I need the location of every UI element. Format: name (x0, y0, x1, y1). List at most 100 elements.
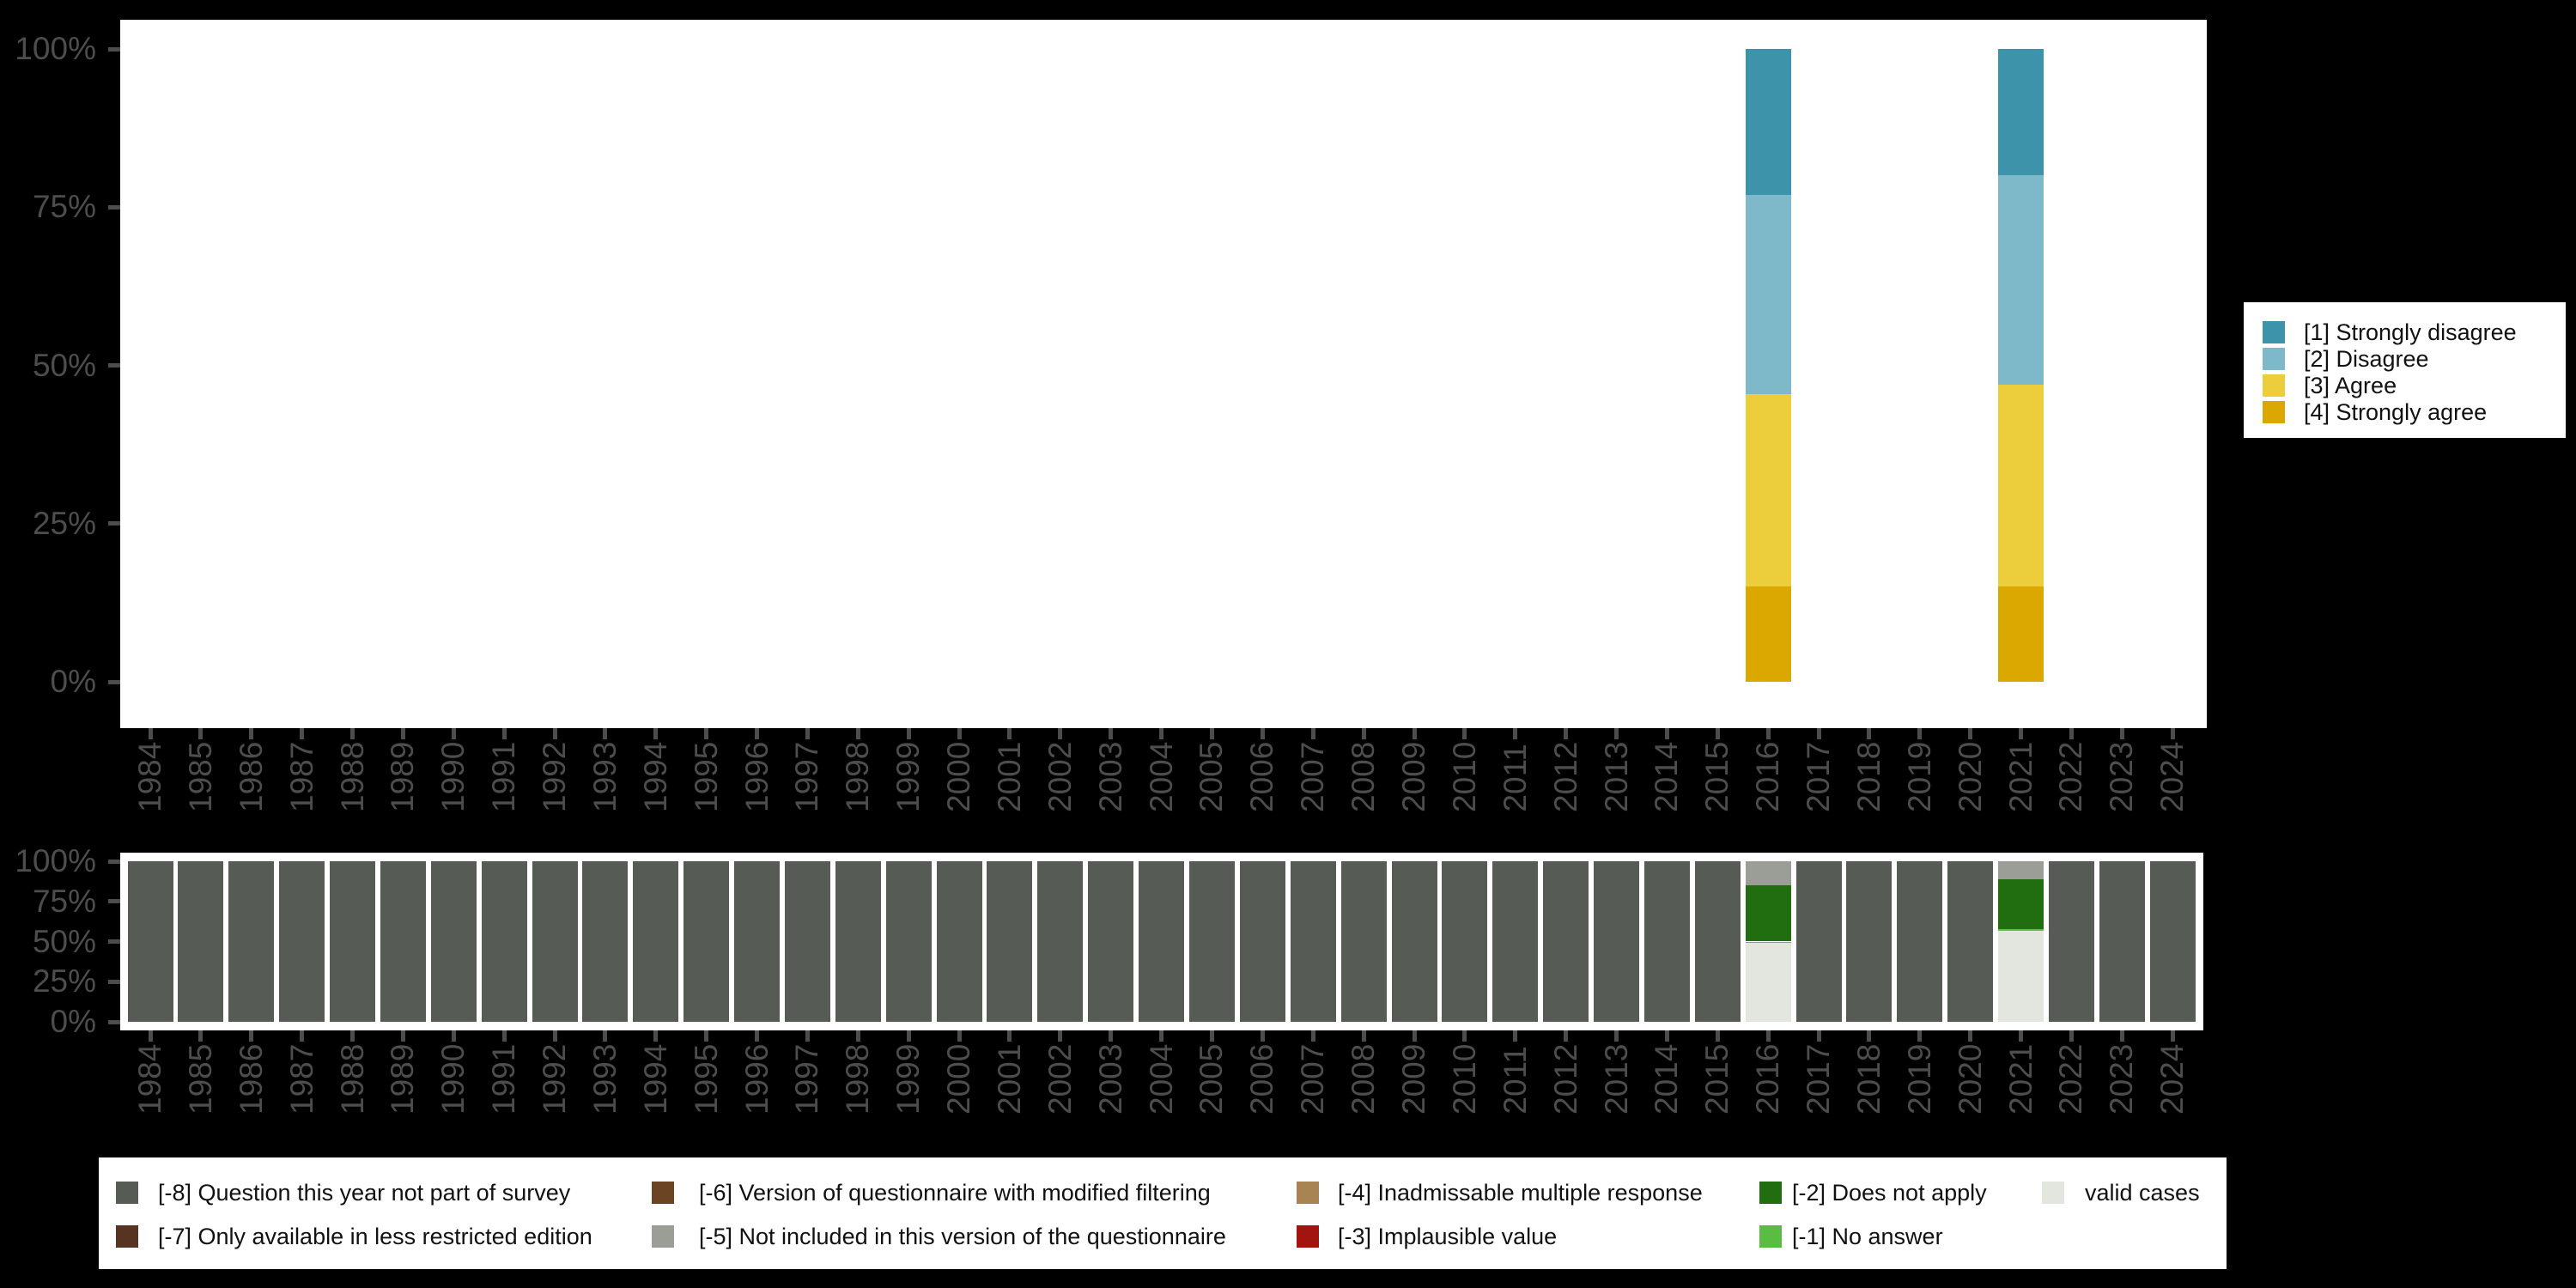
x-axis-tick-1997 (805, 728, 810, 739)
x-axis-tick-1995 (704, 1030, 709, 1042)
x-axis-year-label: 1989 (385, 741, 421, 812)
x-axis-year-label: 1995 (688, 741, 724, 812)
y-axis-percent-label: 75% (32, 883, 96, 919)
x-axis-tick-1993 (603, 728, 608, 739)
bar-segment-2005-m8 (1188, 861, 1235, 1022)
x-axis-year-label: 2020 (1952, 741, 1988, 812)
y-axis-percent-label: 100% (15, 31, 96, 66)
x-axis-tick-2016 (1765, 1030, 1771, 1042)
x-axis-year-label: 2010 (1446, 741, 1482, 812)
x-axis-year-label: 1994 (637, 741, 673, 812)
x-axis-tick-2003 (1109, 1030, 1114, 1042)
x-axis-year-label: 2024 (2154, 1043, 2190, 1115)
missing-values-legend: [-8] Question this year not part of surv… (99, 1157, 2227, 1269)
x-axis-tick-2023 (2119, 728, 2124, 739)
x-axis-year-label: 2022 (2053, 1043, 2089, 1115)
bar-segment-1991-m8 (481, 861, 527, 1022)
x-axis-tick-2007 (1310, 1030, 1315, 1042)
x-axis-year-label: 1986 (233, 1043, 269, 1115)
legend-swatch-m7 (116, 1225, 138, 1248)
x-axis-year-label: 2023 (2104, 1043, 2140, 1115)
x-axis-year-label: 2001 (991, 741, 1027, 812)
bar-segment-2016-m2 (1745, 885, 1791, 942)
x-axis-tick-2015 (1715, 728, 1720, 739)
x-axis-tick-2024 (2170, 728, 2175, 739)
bar-segment-2014-m8 (1643, 861, 1690, 1022)
x-axis-tick-1996 (755, 728, 760, 739)
x-axis-tick-2015 (1715, 1030, 1720, 1042)
x-axis-year-label: 1993 (586, 741, 623, 812)
x-axis-tick-2016 (1765, 728, 1771, 739)
x-axis-year-label: 1988 (334, 741, 370, 812)
legend-label-1_strongly_disagree: [1] Strongly disagree (2304, 319, 2517, 345)
x-axis-year-label: 2018 (1850, 741, 1886, 812)
bar-segment-1996-m8 (734, 861, 781, 1022)
legend-label-3_agree: [3] Agree (2304, 373, 2397, 398)
x-axis-tick-2000 (957, 1030, 962, 1042)
bar-segment-2011-m8 (1492, 861, 1539, 1022)
legend-label-m1: [-1] No answer (1792, 1224, 1943, 1249)
x-axis-tick-1986 (249, 728, 254, 739)
legend-label-2_disagree: [2] Disagree (2304, 346, 2429, 372)
x-axis-tick-2021 (2019, 1030, 2024, 1042)
x-axis-year-label: 2022 (2053, 741, 2089, 812)
legend-swatch-m5 (652, 1225, 674, 1248)
x-axis-tick-2008 (1361, 1030, 1366, 1042)
x-axis-tick-2011 (1513, 1030, 1518, 1042)
x-axis-tick-2014 (1664, 728, 1669, 739)
x-axis-year-label: 2000 (941, 1043, 977, 1115)
legend-swatch-m1 (1759, 1225, 1782, 1248)
y-axis-percent-label: 50% (32, 923, 96, 959)
legend-swatch-3_agree (2263, 374, 2285, 397)
y-axis-percent-label: 100% (15, 843, 96, 878)
x-axis-tick-2017 (1816, 1030, 1821, 1042)
x-axis-tick-2007 (1310, 728, 1315, 739)
x-axis-tick-2012 (1564, 728, 1569, 739)
x-axis-tick-2001 (1007, 1030, 1012, 1042)
x-axis-tick-2008 (1361, 728, 1366, 739)
bar-segment-1998-m8 (835, 861, 881, 1022)
x-axis-year-label: 2001 (991, 1043, 1027, 1115)
legend-label-m3: [-3] Implausible value (1338, 1224, 1558, 1249)
x-axis-year-label: 2015 (1699, 741, 1735, 812)
x-axis-year-label: 1999 (890, 741, 927, 812)
x-axis-year-label: 2007 (1295, 741, 1331, 812)
legend-label-4_strongly_agree: [4] Strongly agree (2304, 399, 2488, 425)
x-axis-year-label: 1997 (789, 741, 825, 812)
legend-swatch-m8 (116, 1182, 138, 1204)
bar-segment-1987-m8 (279, 861, 325, 1022)
y-axis-tick-1-50 (108, 939, 120, 944)
y-axis-percent-label: 75% (32, 189, 96, 225)
x-axis-year-label: 2000 (941, 741, 977, 812)
x-axis-tick-2017 (1816, 728, 1821, 739)
legend-swatch-m6 (652, 1182, 674, 1204)
x-axis-year-label: 2014 (1649, 1043, 1685, 1115)
x-axis-year-label: 2009 (1396, 1043, 1431, 1115)
bar-segment-1988-m8 (330, 861, 376, 1022)
x-axis-year-label: 1992 (537, 741, 573, 812)
y-axis-tick-0-50 (108, 363, 120, 368)
x-axis-year-label: 2019 (1901, 741, 1937, 812)
x-axis-tick-2014 (1664, 1030, 1669, 1042)
x-axis-tick-1992 (552, 1030, 557, 1042)
legend-label-m7: [-7] Only available in less restricted e… (158, 1224, 592, 1249)
x-axis-tick-1997 (805, 1030, 810, 1042)
x-axis-tick-1991 (501, 1030, 507, 1042)
x-axis-tick-2018 (1867, 1030, 1872, 1042)
x-axis-year-label: 2016 (1750, 741, 1786, 812)
x-axis-tick-2003 (1109, 728, 1114, 739)
x-axis-tick-2019 (1917, 728, 1923, 739)
x-axis-tick-2020 (1968, 728, 1973, 739)
y-axis-tick-0-25 (108, 521, 120, 526)
x-axis-tick-1988 (350, 728, 355, 739)
x-axis-tick-1990 (451, 728, 456, 739)
bar-segment-2016-valid (1745, 943, 1791, 1022)
x-axis-tick-2018 (1867, 728, 1872, 739)
x-axis-year-label: 2003 (1092, 1043, 1128, 1115)
bar-segment-2002-m8 (1037, 861, 1084, 1022)
x-axis-year-label: 2004 (1143, 741, 1179, 812)
x-axis-year-label: 1997 (789, 1043, 825, 1115)
x-axis-year-label: 1998 (840, 741, 876, 812)
legend-swatch-1_strongly_disagree (2263, 321, 2285, 343)
bar-segment-2018-m8 (1846, 861, 1893, 1022)
